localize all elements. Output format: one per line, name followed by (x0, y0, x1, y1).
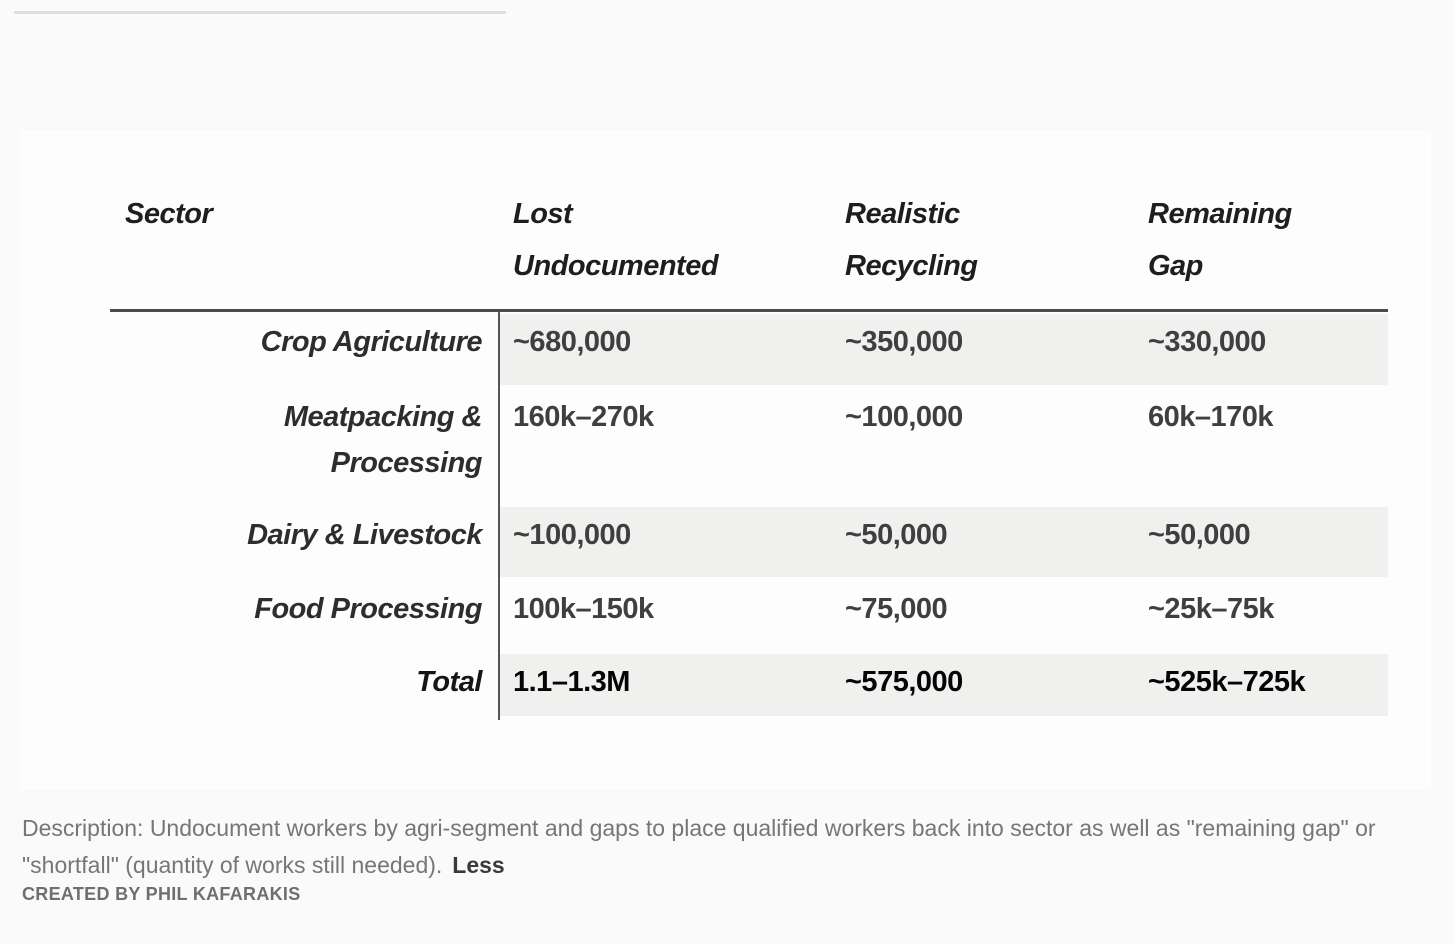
row-gap-value: ~525k–725k (1148, 666, 1306, 698)
row-gap-value: ~50,000 (1148, 519, 1251, 551)
row-sector-label: Dairy & Livestock (247, 519, 482, 551)
table-row-total: Total 1.1–1.3M ~575,000 ~525k–725k (110, 652, 1388, 718)
row-lost-value: 1.1–1.3M (513, 666, 630, 698)
table-row: Food Processing 100k–150k ~75,000 ~25k–7… (110, 579, 1388, 652)
column-divider-line (498, 312, 500, 720)
header-realistic-recycling: Realistic Recycling (845, 198, 978, 282)
row-lost-value: 160k–270k (513, 401, 654, 433)
row-recycling-value: ~75,000 (845, 593, 948, 625)
row-lost-value: ~680,000 (513, 326, 631, 358)
row-recycling-value: ~350,000 (845, 326, 963, 358)
row-recycling-value: ~50,000 (845, 519, 948, 551)
description-block: Description: Undocument workers by agri-… (22, 810, 1432, 884)
row-sector-label: Crop Agriculture (260, 326, 483, 358)
table-body: Crop Agriculture ~680,000 ~350,000 ~330,… (110, 312, 1388, 718)
row-lost-value: 100k–150k (513, 593, 654, 625)
row-recycling-value: ~575,000 (845, 666, 963, 698)
header-remaining-gap: Remaining Gap (1148, 198, 1292, 282)
description-text: Description: Undocument workers by agri-… (22, 815, 1376, 878)
row-gap-value: ~25k–75k (1148, 593, 1274, 625)
table-row: Dairy & Livestock ~100,000 ~50,000 ~50,0… (110, 505, 1388, 579)
top-divider-line (14, 11, 506, 14)
row-sector-label: Meatpacking & Processing (283, 401, 483, 479)
table-header-row: Sector Lost Undocumented Realistic Recyc… (110, 188, 1388, 292)
header-sector: Sector (110, 188, 498, 292)
header-sector-label: Sector (125, 198, 213, 230)
less-toggle[interactable]: Less (452, 852, 505, 878)
header-lost-undocumented: Lost Undocumented (513, 198, 719, 282)
row-gap-value: ~330,000 (1148, 326, 1266, 358)
row-sector-label: Total (416, 666, 482, 698)
row-gap-value: 60k–170k (1148, 401, 1274, 433)
table-row: Crop Agriculture ~680,000 ~350,000 ~330,… (110, 312, 1388, 387)
row-lost-value: ~100,000 (513, 519, 631, 551)
workers-table: Sector Lost Undocumented Realistic Recyc… (110, 130, 1388, 790)
table-image-card: Sector Lost Undocumented Realistic Recyc… (20, 130, 1431, 790)
table-row: Meatpacking & Processing 160k–270k ~100,… (110, 387, 1388, 505)
header-underline (110, 309, 1388, 312)
created-by-attribution: CREATED BY PHIL KAFARAKIS (22, 884, 301, 904)
row-recycling-value: ~100,000 (845, 401, 963, 433)
row-sector-label: Food Processing (254, 593, 482, 625)
